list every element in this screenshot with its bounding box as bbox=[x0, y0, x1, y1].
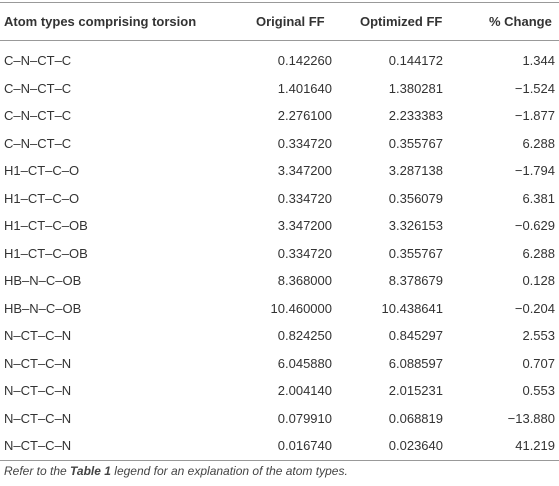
footnote-text: legend for an explanation of the atom ty… bbox=[110, 464, 348, 478]
atom-type-cell: N–CT–C–N bbox=[4, 410, 72, 426]
table-row: C–N–CT–C 2.276100 2.233383 −1.877 bbox=[0, 102, 559, 130]
value-cell: 10.460000 bbox=[270, 300, 332, 316]
value-cell: −0.204 bbox=[514, 300, 555, 316]
atom-type-cell: N–CT–C–N bbox=[4, 355, 72, 371]
table-row: C–N–CT–C 0.334720 0.355767 6.288 bbox=[0, 130, 559, 158]
value-cell: 0.355767 bbox=[388, 245, 443, 261]
atom-type-cell: N–CT–C–N bbox=[4, 383, 72, 399]
table-row: HB–N–C–OB 10.460000 10.438641 −0.204 bbox=[0, 295, 559, 323]
header-cell: Original FF bbox=[254, 2, 356, 41]
footnote-emphasis: Table 1 bbox=[70, 464, 111, 478]
table-row: H1–CT–C–O 0.334720 0.356079 6.381 bbox=[0, 185, 559, 213]
atom-type-cell: N–CT–C–N bbox=[4, 328, 72, 344]
value-cell: 0.128 bbox=[522, 273, 555, 289]
atom-type-cell: H1–CT–C–O bbox=[4, 163, 80, 179]
value-cell: 2.276100 bbox=[277, 108, 332, 124]
value-cell: 0.142260 bbox=[277, 53, 332, 69]
value-cell: 0.079910 bbox=[277, 410, 332, 426]
value-cell: −13.880 bbox=[507, 410, 555, 426]
value-cell: 3.326153 bbox=[388, 218, 443, 234]
value-cell: 10.438641 bbox=[381, 300, 443, 316]
atom-type-cell: H1–CT–C–OB bbox=[4, 218, 88, 234]
table-row: N–CT–C–N 0.079910 0.068819 −13.880 bbox=[0, 405, 559, 433]
value-cell: 1.380281 bbox=[388, 80, 443, 96]
value-cell: 2.233383 bbox=[388, 108, 443, 124]
table-row: H1–CT–C–OB 0.334720 0.355767 6.288 bbox=[0, 240, 559, 268]
value-cell: 3.287138 bbox=[388, 163, 443, 179]
value-cell: 2.015231 bbox=[388, 383, 443, 399]
table-row: N–CT–C–N 6.045880 6.088597 0.707 bbox=[0, 350, 559, 378]
table-row: C–N–CT–C 1.401640 1.380281 −1.524 bbox=[0, 75, 559, 103]
value-cell: −1.524 bbox=[514, 80, 555, 96]
value-cell: 1.401640 bbox=[277, 80, 332, 96]
atom-type-cell: H1–CT–C–OB bbox=[4, 245, 88, 261]
value-cell: 0.144172 bbox=[388, 53, 443, 69]
value-cell: 6.381 bbox=[522, 190, 555, 206]
table-row: HB–N–C–OB 8.368000 8.378679 0.128 bbox=[0, 267, 559, 295]
atom-type-cell: HB–N–C–OB bbox=[4, 273, 82, 289]
value-cell: 41.219 bbox=[515, 438, 555, 454]
value-cell: 2.553 bbox=[522, 328, 555, 344]
atom-type-cell: C–N–CT–C bbox=[4, 135, 72, 151]
value-cell: 0.553 bbox=[522, 383, 555, 399]
value-cell: 6.288 bbox=[522, 135, 555, 151]
value-cell: 6.045880 bbox=[277, 355, 332, 371]
value-cell: 0.707 bbox=[522, 355, 555, 371]
data-table: Atom types comprising torsion Original F… bbox=[0, 2, 559, 461]
value-cell: 0.334720 bbox=[277, 135, 332, 151]
value-cell: 0.068819 bbox=[388, 410, 443, 426]
atom-type-cell: H1–CT–C–O bbox=[4, 190, 80, 206]
table-row: N–CT–C–N 2.004140 2.015231 0.553 bbox=[0, 377, 559, 405]
footnote-text: Refer to the bbox=[4, 464, 71, 478]
table-row: N–CT–C–N 0.016740 0.023640 41.219 bbox=[0, 432, 559, 460]
table-body: C–N–CT–C 0.142260 0.144172 1.344 C–N–CT–C 1.4… bbox=[0, 41, 559, 461]
value-cell: 6.088597 bbox=[388, 355, 443, 371]
value-cell: 8.378679 bbox=[388, 273, 443, 289]
value-cell: 0.334720 bbox=[277, 245, 332, 261]
value-cell: 3.347200 bbox=[277, 218, 332, 234]
value-cell: 0.356079 bbox=[388, 190, 443, 206]
value-cell: 0.334720 bbox=[277, 190, 332, 206]
atom-type-cell: N–CT–C–N bbox=[4, 438, 72, 454]
value-cell: 2.004140 bbox=[277, 383, 332, 399]
table-row: H1–CT–C–O 3.347200 3.287138 −1.794 bbox=[0, 157, 559, 185]
table-row: N–CT–C–N 0.824250 0.845297 2.553 bbox=[0, 322, 559, 350]
value-cell: 0.355767 bbox=[388, 135, 443, 151]
value-cell: −0.629 bbox=[514, 218, 555, 234]
atom-type-cell: C–N–CT–C bbox=[4, 80, 72, 96]
footnote: Refer to the Table 1 legend for an expla… bbox=[4, 464, 348, 478]
value-cell: 0.023640 bbox=[388, 438, 443, 454]
value-cell: 1.344 bbox=[522, 53, 555, 69]
value-cell: −1.877 bbox=[514, 108, 555, 124]
value-cell: 6.288 bbox=[522, 245, 555, 261]
atom-type-cell: HB–N–C–OB bbox=[4, 300, 82, 316]
header-cell: Optimized FF bbox=[356, 2, 485, 41]
atom-type-cell: C–N–CT–C bbox=[4, 53, 72, 69]
header-cell: % Change bbox=[485, 2, 559, 41]
value-cell: 3.347200 bbox=[277, 163, 332, 179]
table-row: C–N–CT–C 0.142260 0.144172 1.344 bbox=[0, 41, 559, 75]
value-cell: 8.368000 bbox=[277, 273, 332, 289]
value-cell: 0.016740 bbox=[277, 438, 332, 454]
header-cell: Atom types comprising torsion bbox=[0, 2, 254, 41]
value-cell: 0.824250 bbox=[277, 328, 332, 344]
table-row: H1–CT–C–OB 3.347200 3.326153 −0.629 bbox=[0, 212, 559, 240]
value-cell: 0.845297 bbox=[388, 328, 443, 344]
atom-type-cell: C–N–CT–C bbox=[4, 108, 72, 124]
value-cell: −1.794 bbox=[514, 163, 555, 179]
header-row: Atom types comprising torsion Original F… bbox=[0, 2, 559, 41]
